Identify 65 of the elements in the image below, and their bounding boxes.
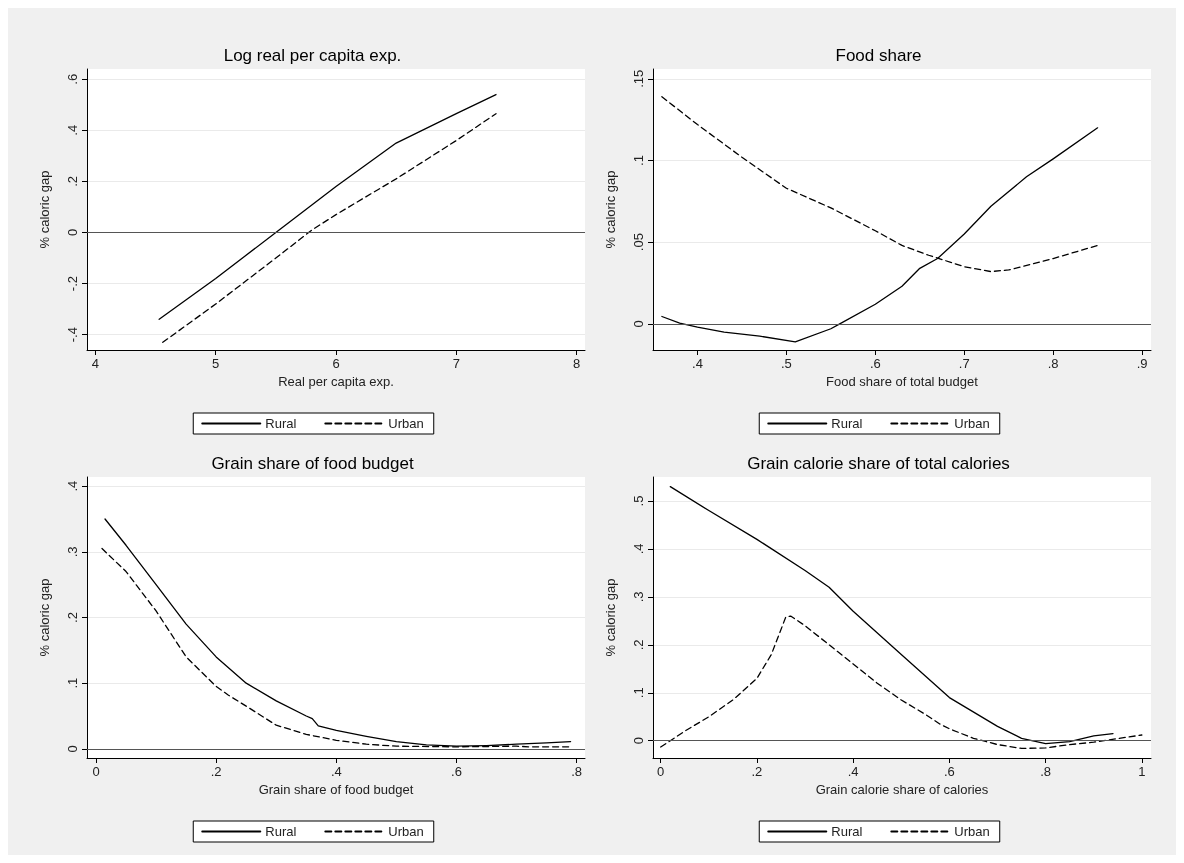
y-tick-label: .3 <box>631 591 646 603</box>
y-tick-label: 0 <box>65 745 80 753</box>
x-tick-label: 6 <box>332 356 340 371</box>
x-axis-title: Grain share of food budget <box>258 781 414 797</box>
x-tick-label: 7 <box>452 356 460 371</box>
y-tick-label: 0 <box>65 228 80 237</box>
line-series <box>162 113 497 343</box>
legend-label: Rural <box>265 416 297 431</box>
x-tick-label: .2 <box>751 764 763 779</box>
legend-label: Rural <box>265 824 297 839</box>
chart-title: Grain calorie share of total calories <box>747 454 1010 473</box>
chart-title: Grain share of food budget <box>211 454 414 473</box>
x-tick-label: .4 <box>847 764 859 779</box>
legend-label: Urban <box>388 416 424 431</box>
y-tick-label: .1 <box>65 677 80 689</box>
legend-label: Urban <box>954 416 990 431</box>
x-tick-label: .9 <box>1136 356 1148 371</box>
x-tick-label: 1 <box>1138 764 1146 779</box>
y-tick-label: .1 <box>631 687 646 699</box>
x-axis-title: Food share of total budget <box>826 373 979 389</box>
y-tick-label: .4 <box>65 480 80 492</box>
y-tick-label: 0 <box>631 737 646 745</box>
x-tick-label: 5 <box>212 356 220 371</box>
x-tick-label: 0 <box>92 764 100 779</box>
x-tick-label: 8 <box>572 356 581 371</box>
x-tick-label: .4 <box>692 356 703 371</box>
y-tick-label: .2 <box>631 639 646 651</box>
x-axis-title: Real per capita exp. <box>278 373 394 389</box>
x-axis-title: Grain calorie share of calories <box>815 781 989 797</box>
chart-title: Log real per capita exp. <box>223 46 402 65</box>
y-axis-title: % caloric gap <box>603 170 618 249</box>
y-tick-label: .4 <box>65 124 80 136</box>
x-tick-label: .2 <box>210 764 222 779</box>
legend-label: Rural <box>831 416 863 431</box>
x-tick-label: .6 <box>869 356 881 371</box>
x-tick-label: .6 <box>943 764 955 779</box>
y-tick-label: -.4 <box>65 327 80 343</box>
x-tick-label: .8 <box>571 764 583 779</box>
x-tick-label: .8 <box>1040 764 1052 779</box>
x-tick-label: .4 <box>330 764 342 779</box>
x-tick-label: 4 <box>91 356 100 371</box>
x-tick-label: .7 <box>958 356 970 371</box>
x-tick-label: 0 <box>657 764 665 779</box>
y-tick-label: .6 <box>65 73 80 85</box>
y-tick-label: .2 <box>65 612 80 623</box>
legend-label: Rural <box>831 824 863 839</box>
legend-label: Urban <box>388 824 424 839</box>
x-tick-label: .8 <box>1047 356 1059 371</box>
y-tick-label: .2 <box>65 175 80 187</box>
y-tick-label: .15 <box>631 69 646 88</box>
y-tick-label: .05 <box>631 233 646 252</box>
legend-label: Urban <box>954 824 990 839</box>
line-series <box>158 93 497 320</box>
y-tick-label: 0 <box>631 320 646 328</box>
y-axis-title: % caloric gap <box>37 170 52 249</box>
y-tick-label: .1 <box>631 155 646 166</box>
y-tick-label: -.2 <box>65 276 80 292</box>
y-axis-title: % caloric gap <box>603 578 618 657</box>
x-tick-label: .6 <box>451 764 462 779</box>
y-tick-label: .5 <box>631 495 646 507</box>
x-tick-label: .5 <box>780 356 792 371</box>
chart-title: Food share <box>835 46 922 65</box>
y-tick-label: .4 <box>631 543 646 555</box>
y-tick-label: .3 <box>65 546 80 558</box>
y-axis-title: % caloric gap <box>37 578 52 657</box>
